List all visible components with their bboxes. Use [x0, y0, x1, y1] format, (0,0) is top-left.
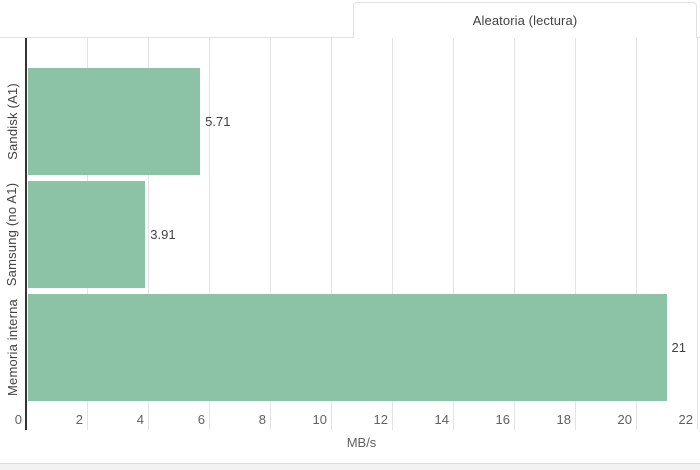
gridline [208, 38, 210, 430]
bar-value-label: 21 [671, 339, 686, 355]
gridline [269, 38, 271, 430]
gridline [330, 38, 332, 430]
y-category-label: Samsung (no A1) [0, 181, 24, 288]
gridline [574, 38, 576, 430]
chart-top-border [0, 37, 700, 38]
x-tick-label: 14 [434, 412, 449, 427]
x-axis-title: MB/s [346, 435, 377, 450]
x-tick-label: 22 [678, 412, 693, 427]
bar-value-label: 3.91 [150, 226, 176, 242]
x-tick-label: 6 [197, 412, 205, 427]
plot-area: 0 2 4 6 8 10 12 14 16 18 20 22 5.71 Sandisk (A1) 3.91 S… [0, 38, 700, 430]
bar [28, 68, 201, 175]
y-category-label-text: Sandisk (A1) [4, 83, 20, 160]
bar [28, 294, 667, 401]
bottom-strip [0, 463, 700, 470]
x-tick-label: 10 [312, 412, 327, 427]
legend-label: Aleatoria (lectura) [472, 13, 578, 28]
gridline [696, 38, 698, 430]
x-tick-label: 2 [75, 412, 83, 427]
x-tick-label: 16 [495, 412, 510, 427]
x-tick-label: 18 [556, 412, 571, 427]
x-tick-label: 4 [136, 412, 144, 427]
y-category-label: Memoria interna [0, 294, 24, 401]
gridline [391, 38, 393, 430]
bar [28, 181, 146, 288]
y-category-label-text: Memoria interna [4, 299, 20, 396]
y-category-label-text: Samsung (no A1) [4, 182, 20, 287]
y-axis-line [25, 38, 27, 430]
x-tick-label: 8 [258, 412, 266, 427]
bar-value-label: 5.71 [205, 113, 231, 129]
gridline [635, 38, 637, 430]
x-tick-label: 20 [617, 412, 632, 427]
gridline [147, 38, 149, 430]
gridline [513, 38, 515, 430]
gridline [452, 38, 454, 430]
x-tick-label: 0 [14, 412, 22, 427]
legend: Aleatoria (lectura) [353, 2, 697, 38]
x-tick-label: 12 [373, 412, 388, 427]
y-category-label: Sandisk (A1) [0, 68, 24, 175]
